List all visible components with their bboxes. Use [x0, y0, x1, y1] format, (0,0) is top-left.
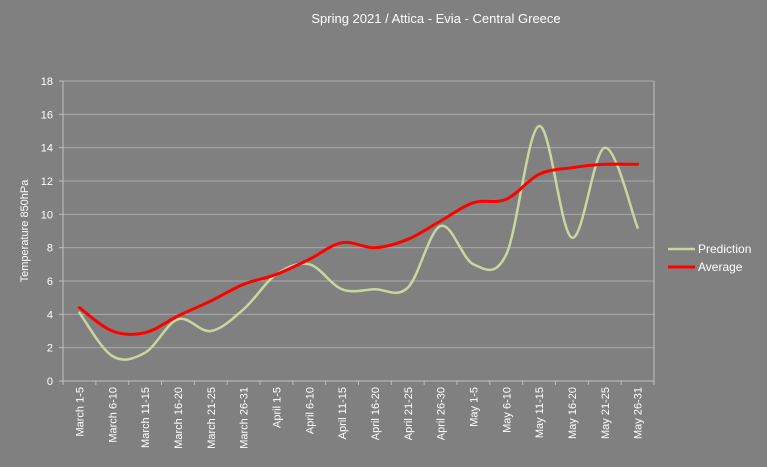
x-tick-label: May 21-25 [600, 387, 612, 439]
x-tick-label: May 16-20 [567, 387, 579, 439]
x-tick-label: May 6-10 [501, 387, 513, 433]
chart-title: Spring 2021 / Attica - Evia - Central Gr… [311, 11, 560, 26]
x-axis-ticks: March 1-5 March 6-10 March 11-15 March 16-2… [62, 381, 655, 449]
y-axis-label: Temperature 850hPa [19, 179, 31, 283]
x-tick-label: March 26-31 [239, 387, 251, 449]
x-tick-label: March 1-5 [74, 387, 86, 437]
x-tick-label: May 26-31 [633, 387, 645, 439]
gridlines [59, 80, 655, 382]
y-axis-ticks: 0 2 4 6 8 10 12 14 16 18 [41, 76, 53, 388]
x-tick-label: April 11-15 [337, 387, 349, 439]
series-line-average [77, 162, 640, 336]
x-tick-label: April 1-5 [271, 387, 283, 428]
x-tick-label: March 6-10 [107, 387, 119, 443]
legend-label-prediction: Prediction [698, 242, 751, 256]
y-tick-label: 14 [41, 143, 53, 155]
y-tick-label: 16 [41, 109, 53, 121]
y-tick-label: 18 [41, 76, 53, 88]
x-tick-label: April 6-10 [304, 387, 316, 434]
x-tick-label: April 26-30 [436, 387, 448, 440]
x-tick-label: March 16-20 [173, 387, 185, 449]
x-tick-label: March 21-25 [206, 387, 218, 449]
y-tick-label: 0 [47, 376, 53, 388]
x-tick-label: May 1-5 [468, 387, 480, 427]
legend-label-average: Average [698, 260, 743, 274]
y-tick-label: 2 [47, 343, 53, 355]
y-tick-label: 8 [47, 243, 53, 255]
series-line-prediction [78, 124, 639, 361]
x-tick-label: March 11-15 [140, 387, 152, 448]
y-tick-label: 10 [41, 209, 53, 221]
y-tick-label: 6 [47, 276, 53, 288]
y-tick-label: 12 [41, 176, 53, 188]
series-lines [77, 124, 640, 361]
x-tick-label: April 21-25 [403, 387, 415, 440]
x-tick-label: April 16-20 [370, 387, 382, 440]
x-tick-label: May 11-15 [534, 387, 546, 438]
legend: Prediction Average [668, 242, 751, 274]
y-tick-label: 4 [47, 309, 53, 321]
